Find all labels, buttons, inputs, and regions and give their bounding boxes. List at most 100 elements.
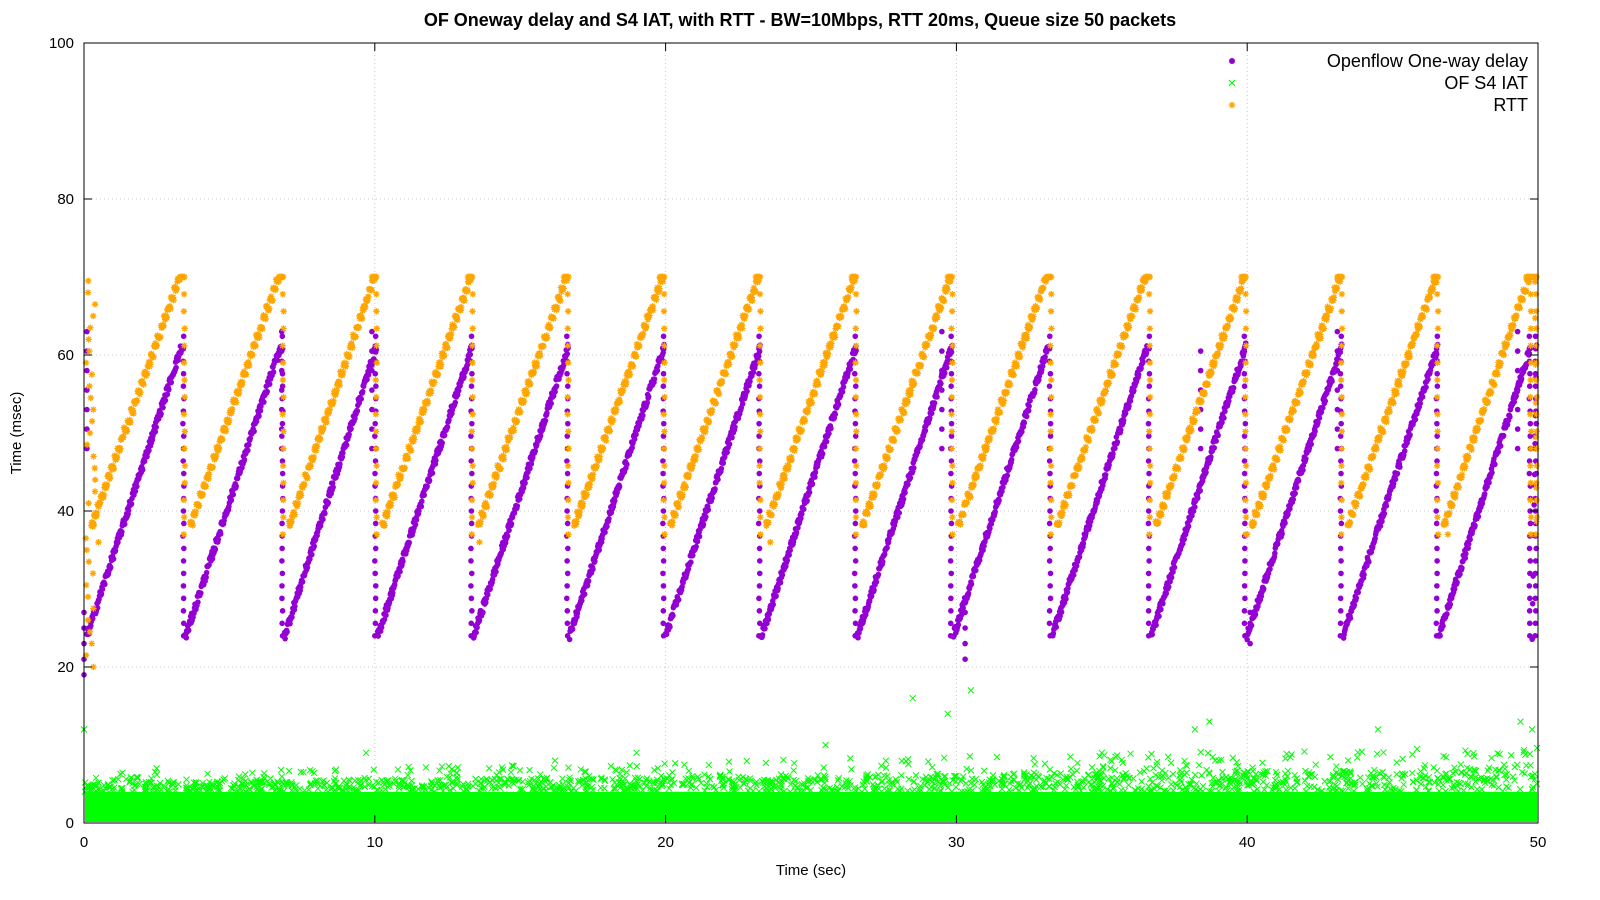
iat-point bbox=[834, 777, 842, 784]
oneway-delay-point bbox=[756, 508, 763, 514]
iat-point bbox=[888, 780, 896, 788]
iat-point bbox=[1268, 786, 1276, 794]
oneway-delay-point bbox=[852, 383, 859, 390]
iat-point bbox=[588, 783, 596, 791]
iat-point bbox=[682, 775, 689, 783]
oneway-delay-point bbox=[812, 474, 818, 480]
iat-point bbox=[1400, 781, 1408, 788]
rtt-point bbox=[113, 454, 121, 461]
oneway-delay-point bbox=[700, 521, 707, 528]
oneway-delay-point bbox=[709, 495, 715, 501]
iat-point bbox=[1457, 761, 1465, 768]
iat-point bbox=[1181, 757, 1188, 765]
oneway-delay-point bbox=[261, 399, 267, 405]
oneway-delay-point bbox=[852, 470, 859, 477]
oneway-delay-point bbox=[279, 470, 286, 477]
iat-point bbox=[1253, 785, 1261, 793]
iat-point bbox=[394, 766, 402, 773]
oneway-delay-point bbox=[852, 508, 859, 514]
iat-point bbox=[1277, 779, 1284, 786]
oneway-delay-point bbox=[468, 558, 474, 564]
oneway-delay-point bbox=[806, 489, 813, 496]
iat-point bbox=[498, 764, 506, 771]
oneway-delay-point bbox=[311, 543, 318, 550]
oneway-delay-point bbox=[1526, 545, 1533, 552]
oneway-delay-point bbox=[1514, 348, 1521, 354]
iat-point bbox=[940, 781, 948, 788]
oneway-delay-point bbox=[322, 510, 328, 517]
oneway-delay-point bbox=[1383, 503, 1390, 509]
iat-point bbox=[822, 775, 829, 783]
oneway-delay-point bbox=[180, 508, 187, 514]
oneway-delay-point bbox=[372, 508, 379, 514]
iat-point bbox=[327, 785, 335, 793]
iat-point bbox=[1287, 784, 1294, 792]
oneway-delay-point bbox=[228, 497, 235, 504]
oneway-delay-point bbox=[354, 408, 361, 414]
iat-point bbox=[1451, 764, 1458, 772]
iat-point bbox=[949, 777, 957, 784]
oneway-delay-point bbox=[180, 370, 187, 377]
iat-point bbox=[1358, 748, 1366, 756]
oneway-delay-point bbox=[660, 583, 667, 589]
iat-point bbox=[1461, 771, 1469, 779]
oneway-delay-point bbox=[419, 498, 425, 505]
series-rtt bbox=[82, 273, 1541, 671]
iat-point bbox=[625, 785, 632, 793]
oneway-delay-point bbox=[433, 457, 439, 464]
oneway-delay-point bbox=[180, 583, 187, 589]
iat-point bbox=[1169, 787, 1177, 794]
oneway-delay-point bbox=[1322, 398, 1329, 404]
oneway-delay-point bbox=[564, 383, 571, 390]
iat-point bbox=[1501, 765, 1509, 773]
iat-point bbox=[654, 765, 662, 772]
oneway-delay-point bbox=[962, 640, 968, 647]
iat-point bbox=[822, 741, 829, 749]
iat-point bbox=[507, 768, 515, 776]
oneway-delay-point bbox=[183, 634, 190, 641]
oneway-delay-point bbox=[400, 558, 406, 565]
oneway-delay-point bbox=[279, 545, 285, 552]
iat-point bbox=[160, 782, 168, 789]
oneway-delay-point bbox=[1272, 550, 1278, 557]
oneway-delay-point bbox=[756, 595, 762, 602]
oneway-delay-point bbox=[660, 508, 667, 514]
iat-point bbox=[508, 762, 516, 769]
iat-point bbox=[964, 788, 972, 796]
oneway-delay-point bbox=[787, 547, 793, 554]
iat-point bbox=[297, 768, 305, 776]
oneway-delay-point bbox=[1434, 583, 1440, 589]
iat-point bbox=[312, 777, 320, 785]
oneway-delay-point bbox=[1394, 470, 1401, 477]
iat-point bbox=[300, 769, 307, 776]
oneway-delay-point bbox=[1230, 384, 1237, 391]
iat-point bbox=[285, 767, 293, 775]
oneway-delay-point bbox=[1437, 632, 1443, 639]
oneway-delay-point bbox=[369, 367, 375, 374]
iat-point bbox=[1039, 783, 1047, 791]
oneway-delay-point bbox=[132, 488, 139, 495]
oneway-delay-point bbox=[278, 348, 285, 354]
iat-point bbox=[784, 773, 792, 781]
iat-point bbox=[701, 771, 708, 779]
iat-point bbox=[1229, 754, 1237, 762]
oneway-delay-point bbox=[480, 609, 486, 616]
oneway-delay-point bbox=[373, 383, 379, 390]
iat-point bbox=[422, 764, 430, 771]
oneway-delay-point bbox=[1021, 420, 1028, 426]
iat-point bbox=[1069, 770, 1076, 778]
iat-point bbox=[1425, 774, 1433, 781]
iat-point bbox=[951, 772, 959, 780]
iat-point bbox=[362, 749, 370, 757]
iat-point bbox=[1511, 776, 1518, 784]
oneway-delay-point bbox=[720, 460, 727, 466]
iat-point bbox=[1016, 781, 1024, 789]
oneway-delay-point bbox=[1241, 583, 1248, 589]
iat-point bbox=[623, 768, 630, 776]
iat-point bbox=[1312, 761, 1320, 769]
iat-point bbox=[1342, 779, 1350, 787]
oneway-delay-point bbox=[369, 328, 375, 335]
oneway-delay-point bbox=[1047, 583, 1053, 589]
oneway-delay-point bbox=[962, 609, 968, 616]
oneway-delay-point bbox=[180, 433, 187, 439]
